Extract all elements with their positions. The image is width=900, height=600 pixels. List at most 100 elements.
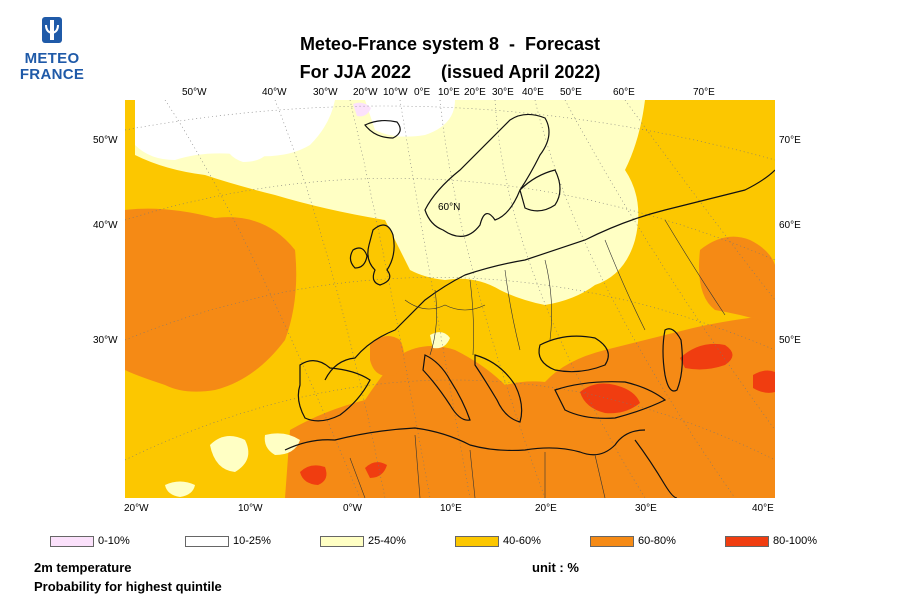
top-lon-label: 50°E — [560, 87, 582, 98]
bottom-lon-label: 0°W — [343, 503, 362, 514]
border — [469, 279, 474, 356]
logo-text-line1: METEO — [24, 50, 80, 67]
border — [469, 449, 476, 498]
legend-label: 40-60% — [503, 535, 541, 547]
coastline-continent — [324, 169, 775, 381]
graticule — [125, 100, 775, 498]
legend-label: 60-80% — [638, 535, 676, 547]
legend-label: 0-10% — [98, 535, 130, 547]
graticule-line — [125, 277, 775, 351]
zone-0-10 — [353, 102, 371, 117]
map-canvas: 60°N — [125, 100, 775, 498]
legend-label: 80-100% — [773, 535, 818, 547]
coastline-caspian — [662, 328, 683, 392]
border — [429, 289, 437, 356]
description-label: Probability for highest quintile — [34, 579, 222, 594]
zone-25-40-west — [210, 436, 249, 472]
country-borders — [349, 219, 726, 498]
legend-swatch — [50, 536, 94, 547]
left-lat-label: 30°W — [93, 335, 118, 346]
border — [664, 219, 726, 316]
meteo-france-logo-icon — [42, 17, 62, 43]
top-lon-label: 30°E — [492, 87, 514, 98]
border — [504, 269, 521, 351]
graticule-line — [164, 100, 361, 498]
bottom-lon-label: 10°E — [440, 503, 462, 514]
top-lon-label: 10°W — [383, 87, 408, 98]
logo-text-line2: FRANCE — [19, 66, 85, 83]
graticule-line — [624, 100, 775, 301]
top-lon-label: 10°E — [438, 87, 460, 98]
zone-25-40-patch — [355, 146, 406, 175]
coastline-iberia — [297, 360, 371, 422]
coastline-finland — [519, 169, 561, 212]
top-lon-label: 70°E — [693, 87, 715, 98]
forecast-map: 60°N — [125, 100, 775, 498]
top-lon-label: 40°E — [522, 87, 544, 98]
coastline-scandinavia — [424, 113, 550, 237]
zone-25-40-africa — [165, 481, 195, 497]
coastline-iceland — [364, 119, 401, 139]
bottom-lon-label: 30°E — [635, 503, 657, 514]
graticule-line — [125, 379, 775, 461]
zone-80-100-africa — [365, 462, 387, 478]
coastline-ireland — [349, 247, 368, 269]
zone-60-80-east — [699, 236, 775, 325]
border — [544, 259, 552, 341]
coastlines — [284, 113, 775, 498]
legend-label: 25-40% — [368, 535, 406, 547]
unit-label: unit : % — [532, 560, 579, 575]
border — [594, 454, 606, 498]
meteo-france-logo: METEO FRANCE — [18, 16, 86, 86]
coastline-turkey — [554, 381, 667, 419]
legend: 0-10% 10-25% 25-40% 40-60% 60-80% 80-100… — [50, 535, 850, 547]
coastline-red-sea — [634, 439, 678, 498]
legend-swatch — [185, 536, 229, 547]
zone-80-100-turkey — [580, 383, 640, 414]
zone-10-25-arctic — [225, 138, 270, 162]
graticule-line — [125, 105, 775, 161]
border — [404, 299, 486, 311]
left-lat-label: 40°W — [93, 220, 118, 231]
top-lon-label: 20°W — [353, 87, 378, 98]
title-line1: Meteo-France system 8 - Forecast — [299, 34, 601, 54]
zone-60-80-patch — [370, 336, 404, 376]
top-lon-label: 50°W — [182, 87, 207, 98]
left-lat-label: 50°W — [93, 135, 118, 146]
right-lat-label: 60°E — [779, 220, 801, 231]
border — [414, 434, 421, 498]
coastline-britain — [367, 224, 395, 286]
zone-25-40-atlantic — [264, 433, 300, 455]
zone-60-80-south — [285, 315, 775, 498]
zone-10-25-northwest — [135, 100, 335, 160]
title-line2: For JJA 2022 (issued April 2022) — [299, 62, 601, 82]
zone-10-25-north — [365, 100, 455, 137]
legend-swatch — [455, 536, 499, 547]
legend-swatch — [590, 536, 634, 547]
top-lon-label: 30°W — [313, 87, 338, 98]
variable-label: 2m temperature — [34, 560, 132, 575]
top-lon-label: 20°E — [464, 87, 486, 98]
bottom-lon-label: 20°W — [124, 503, 149, 514]
border — [349, 457, 366, 498]
coastline-north-africa — [284, 427, 646, 456]
right-lat-label: 50°E — [779, 335, 801, 346]
zone-80-100-east — [753, 370, 775, 393]
top-lon-label: 60°E — [613, 87, 635, 98]
coastline-black-sea — [538, 335, 609, 373]
coastline-balkans — [474, 354, 523, 423]
chart-title: Meteo-France system 8 - Forecast For JJA… — [260, 30, 640, 86]
bottom-lon-label: 40°E — [752, 503, 774, 514]
bottom-lon-label: 20°E — [535, 503, 557, 514]
legend-label: 10-25% — [233, 535, 271, 547]
right-lat-label: 70°E — [779, 135, 801, 146]
border — [604, 239, 646, 331]
zone-80-100-caspian — [680, 343, 733, 370]
legend-swatch — [725, 536, 769, 547]
top-lon-label: 40°W — [262, 87, 287, 98]
coastline-italy — [422, 354, 471, 421]
zone-80-100-africa-west — [300, 465, 327, 485]
center-lat-label: 60°N — [438, 202, 460, 213]
bottom-lon-label: 10°W — [238, 503, 263, 514]
zone-60-80-atlantic — [125, 208, 297, 392]
